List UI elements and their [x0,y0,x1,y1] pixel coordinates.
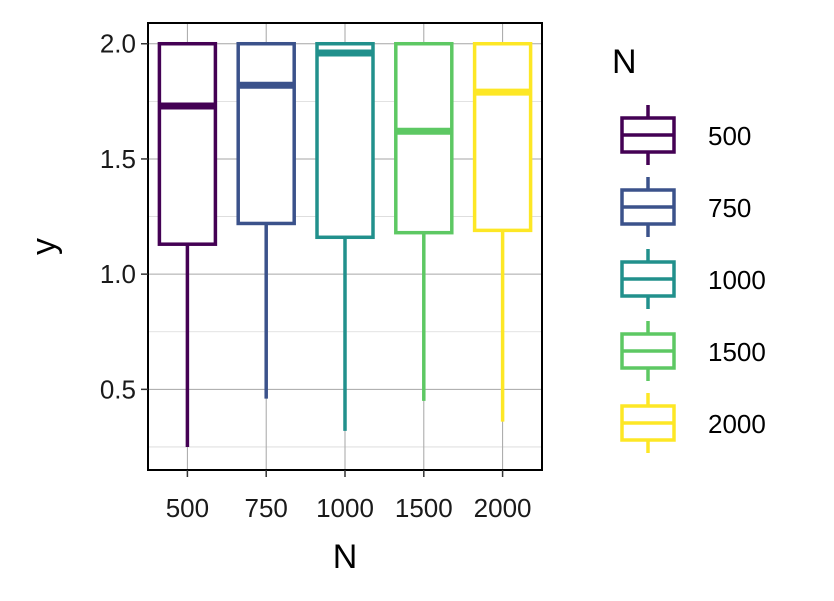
x-axis-title: N [333,538,358,576]
box-iqr [472,41,533,233]
legend-label: 1500 [708,337,766,367]
y-tick-label: 0.5 [100,374,136,404]
boxes-group [157,41,533,447]
box-1500 [394,41,454,401]
x-tick-label: 500 [166,493,209,523]
x-tick-label: 1000 [316,493,374,523]
legend-key-1000 [620,249,676,309]
box-iqr [157,41,218,246]
legend: N 500 750 1000 1500 2000 [612,43,766,453]
box-iqr [315,41,375,240]
x-tick-label: 1500 [395,493,453,523]
y-tick-label: 2.0 [100,29,136,59]
legend-key-2000 [620,393,676,453]
y-axis-title: y [25,238,63,255]
box-1000 [315,41,375,431]
box-iqr [394,41,454,235]
legend-key-500 [620,105,676,165]
y-tick-label: 1.5 [100,144,136,174]
box-2000 [472,41,533,422]
box-iqr [236,41,296,226]
legend-label: 750 [708,193,751,223]
legend-key-750 [620,177,676,237]
legend-label: 500 [708,121,751,151]
legend-title: N [612,43,637,81]
legend-key-1500 [620,321,676,381]
x-axis: 500 750 1000 1500 2000 [166,470,532,523]
x-tick-label: 750 [245,493,288,523]
x-tick-label: 2000 [474,493,532,523]
legend-label: 2000 [708,409,766,439]
box-500 [157,41,218,447]
legend-label: 1000 [708,265,766,295]
box-750 [236,41,296,399]
y-tick-label: 1.0 [100,259,136,289]
y-axis: 0.5 1.0 1.5 2.0 [100,29,148,404]
